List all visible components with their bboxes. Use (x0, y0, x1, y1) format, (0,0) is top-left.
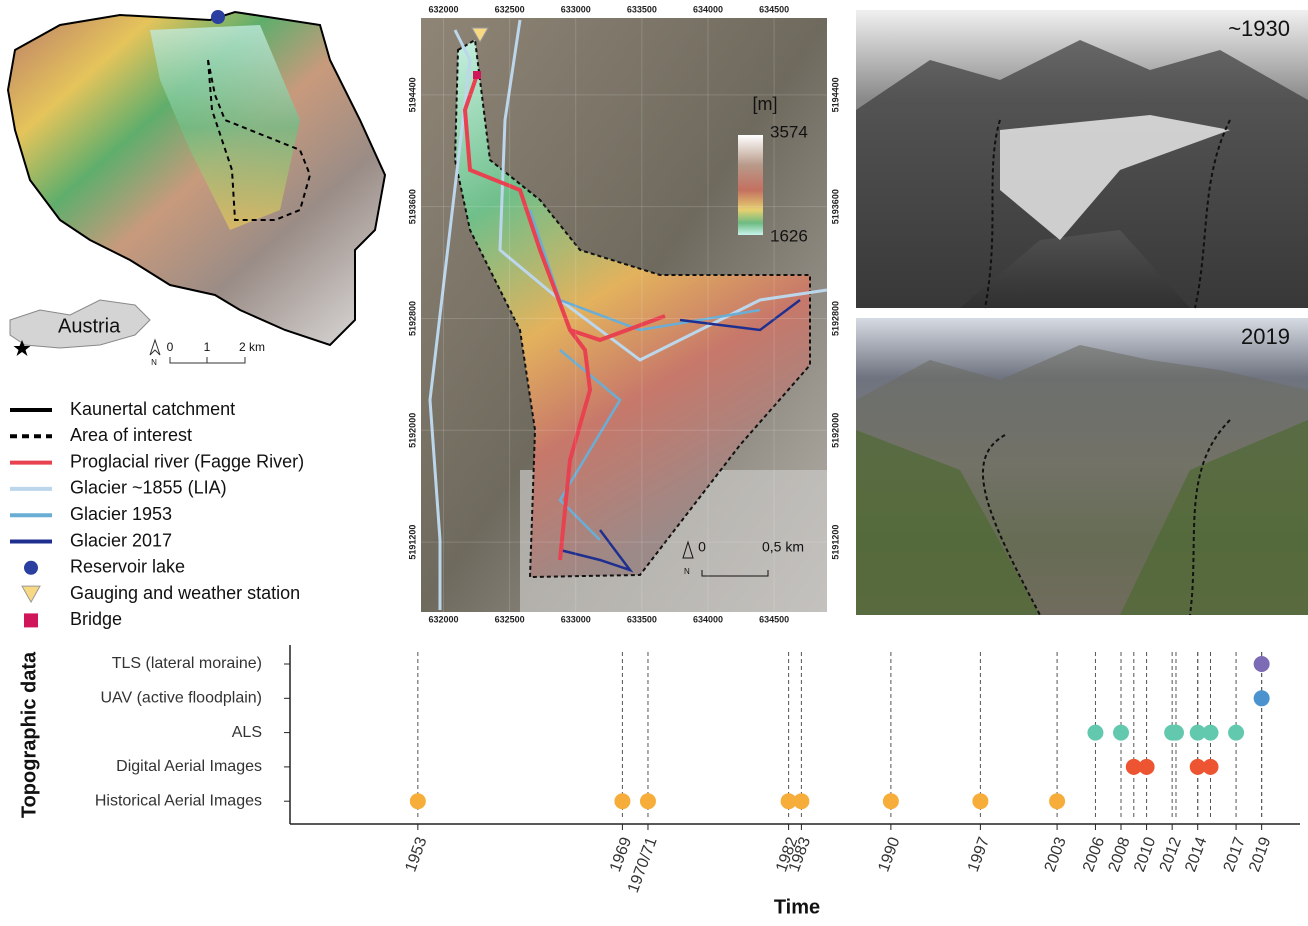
legend-symbol (24, 560, 38, 575)
x-axis-title: Time (774, 896, 820, 918)
map-x-tick-label: 632000 (428, 614, 458, 624)
x-tick-label: 2008 (1106, 835, 1134, 874)
colorbar-unit: [m] (753, 94, 778, 114)
x-tick-label: 1997 (965, 835, 993, 874)
legend-label: Glacier 1953 (70, 504, 172, 524)
map-y-tick-label: 5192800 (830, 301, 840, 336)
data-point (1189, 758, 1206, 775)
legend-label: Area of interest (70, 425, 192, 445)
map-y-tick-label: 5193600 (407, 189, 417, 224)
data-point (1049, 793, 1066, 810)
map-x-tick-label: 632000 (428, 4, 458, 14)
north-arrow: N (151, 358, 157, 367)
legend-label: Glacier 2017 (70, 530, 172, 550)
map-y-tick-label: 5191200 (407, 525, 417, 560)
map-x-tick-label: 633000 (561, 614, 591, 624)
scale-label: 1 (204, 340, 211, 354)
data-point (1202, 724, 1219, 741)
north-arrow: N (684, 567, 690, 576)
map-x-tick-label: 634000 (693, 614, 723, 624)
y-tick-label: UAV (active floodplain) (100, 690, 262, 707)
x-tick-label: 2012 (1157, 835, 1185, 874)
x-tick-label: 2003 (1042, 835, 1070, 874)
x-tick-label: 1969 (607, 835, 635, 874)
colorbar-max: 3574 (770, 122, 808, 141)
legend-symbol (21, 585, 41, 604)
data-point (1202, 758, 1219, 775)
data-point (972, 793, 989, 810)
data-point (1138, 758, 1155, 775)
legend-label: Proglacial river (Fagge River) (70, 451, 304, 471)
map-x-tick-label: 632500 (495, 614, 525, 624)
map-x-tick-label: 632500 (495, 4, 525, 14)
map-x-tick-label: 633000 (561, 4, 591, 14)
map-y-tick-label: 5194400 (830, 77, 840, 112)
map-x-tick-label: 633500 (627, 4, 657, 14)
scale-label: 0,5 km (762, 539, 804, 555)
data-point (1113, 724, 1130, 741)
y-axis-title: Topographic data (18, 651, 40, 818)
x-tick-label: 2017 (1221, 835, 1249, 874)
photo-label: 2019 (1241, 324, 1290, 349)
x-tick-label: 1953 (402, 835, 430, 874)
data-point (1087, 724, 1104, 741)
detail-map: [m] 3574 1626 N 0 0,5 km 632000 632000 632… (407, 4, 840, 624)
legend-label: Gauging and weather station (70, 583, 300, 603)
x-tick-label: 1990 (875, 835, 903, 874)
map-x-tick-label: 634000 (693, 4, 723, 14)
legend-label: Reservoir lake (70, 557, 185, 577)
data-point (639, 793, 656, 810)
map-y-tick-label: 5192000 (407, 413, 417, 448)
map-y-tick-label: 5192000 (830, 413, 840, 448)
scale-label: 0 (167, 340, 174, 354)
data-point (1253, 656, 1270, 672)
scale-label: 2 km (239, 340, 265, 354)
map-x-tick-label: 633500 (627, 614, 657, 624)
data-point (614, 793, 631, 810)
inset-label: Austria (58, 315, 121, 337)
data-point (1125, 758, 1142, 775)
overview-map: Austria N 0 1 2 km (6, 10, 387, 367)
photo: 2019 (856, 318, 1308, 616)
legend-symbol (24, 613, 38, 628)
scale-label: 0 (698, 539, 706, 555)
x-tick-label: 2014 (1182, 835, 1210, 874)
data-point (1167, 724, 1184, 741)
data-point (1228, 724, 1245, 741)
y-tick-label: TLS (lateral moraine) (112, 655, 262, 672)
map-y-tick-label: 5192800 (407, 301, 417, 336)
y-tick-label: Historical Aerial Images (95, 792, 262, 809)
legend-label: Kaunertal catchment (70, 399, 235, 419)
map-y-tick-label: 5193600 (830, 189, 840, 224)
legend-label: Bridge (70, 609, 122, 629)
legend: Kaunertal catchment Area of interest Progl… (10, 399, 304, 629)
data-point (1253, 690, 1270, 707)
data-point (1189, 724, 1206, 741)
map-x-tick-label: 634500 (759, 4, 789, 14)
colorbar-min: 1626 (770, 226, 808, 245)
map-y-tick-label: 5194400 (407, 77, 417, 112)
photo-label: ~1930 (1228, 16, 1290, 41)
y-tick-label: ALS (232, 724, 262, 741)
x-tick-label: 2010 (1131, 835, 1159, 874)
x-tick-label: 2006 (1080, 835, 1108, 874)
x-tick-label: 2019 (1246, 835, 1274, 874)
legend-label: Glacier ~1855 (LIA) (70, 478, 227, 498)
photo: ~1930 (856, 10, 1308, 309)
map-y-tick-label: 5191200 (830, 525, 840, 560)
data-point (780, 793, 797, 810)
y-tick-label: Digital Aerial Images (116, 758, 262, 775)
data-point (882, 793, 899, 810)
map-x-tick-label: 634500 (759, 614, 789, 624)
data-point (409, 793, 426, 810)
data-point (793, 793, 810, 810)
